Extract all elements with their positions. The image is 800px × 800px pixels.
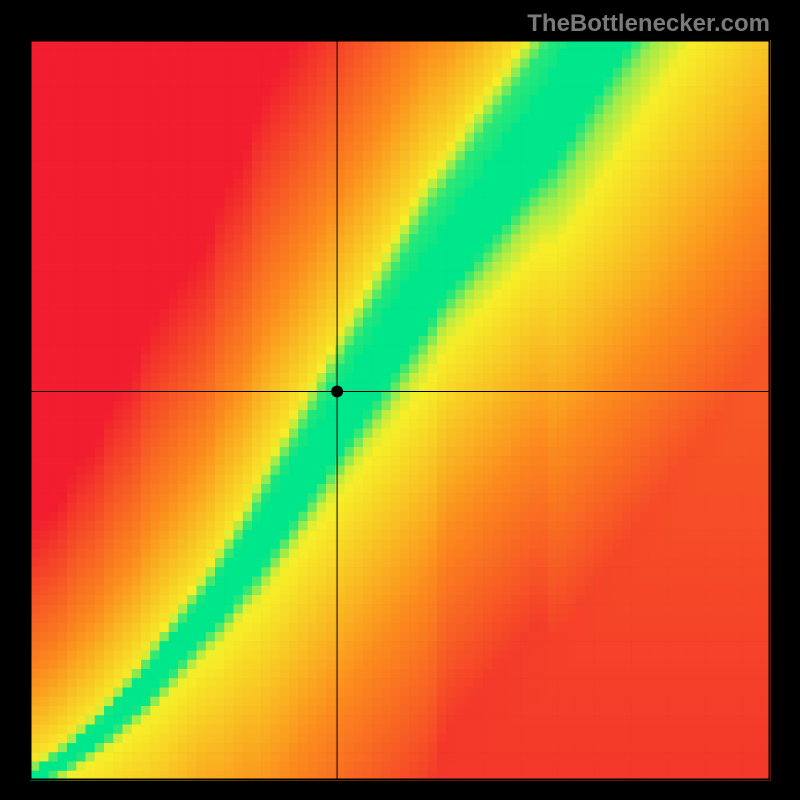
chart-container: { "chart": { "type": "heatmap", "canvas"…: [0, 0, 800, 800]
bottleneck-heatmap: [0, 0, 800, 800]
watermark-text: TheBottlenecker.com: [527, 10, 770, 38]
